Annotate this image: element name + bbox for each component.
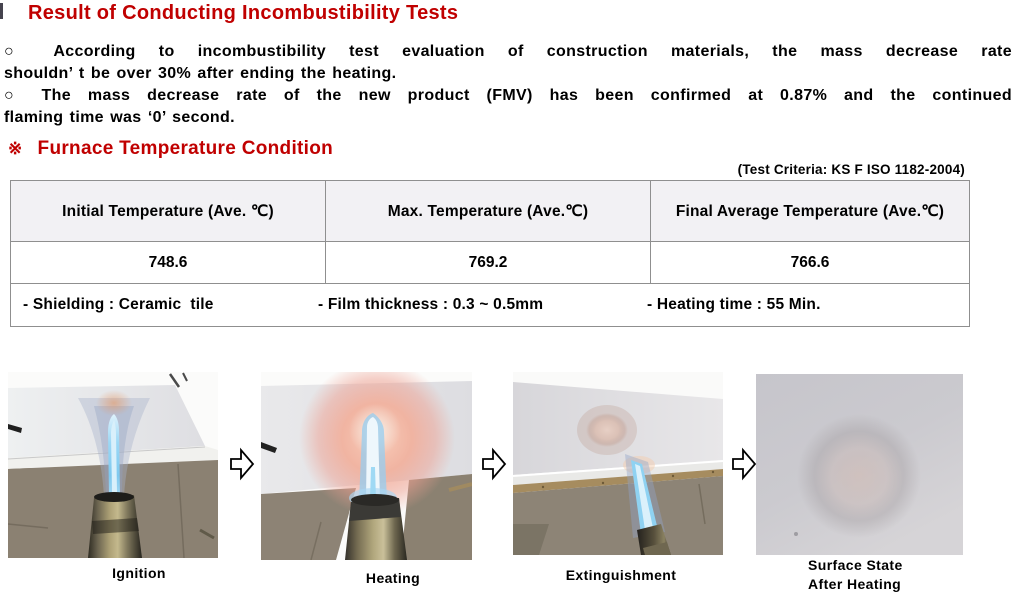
photo-ignition (8, 372, 218, 558)
heating-photo-graphic (261, 372, 472, 560)
table-value-row: 748.6 769.2 766.6 (10, 241, 970, 284)
furnace-condition-heading-text: Furnace Temperature Condition (37, 138, 334, 159)
temperature-table: Initial Temperature (Ave. ℃) Max. Temper… (10, 180, 970, 327)
summary-line: flaming time was ‘0’ second. (4, 109, 235, 126)
title-bullet-mark (0, 3, 3, 19)
shielding-condition: - Shielding : Ceramic tile (23, 296, 214, 313)
header-final-average-temperature: Final Average Temperature (Ave.℃) (650, 180, 970, 242)
max-temperature-value: 769.2 (325, 241, 651, 284)
film-thickness-condition: - Film thickness : 0.3 ~ 0.5mm (318, 296, 544, 313)
photo-surface-after-heating (756, 374, 963, 555)
final-average-temperature-value: 766.6 (650, 241, 970, 284)
test-conditions-cell: - Shielding : Ceramic tile - Film thickn… (10, 283, 970, 327)
step-label-ignition: Ignition (112, 565, 166, 581)
furnace-condition-heading: ※ Furnace Temperature Condition (8, 138, 333, 160)
reference-mark-icon: ※ (8, 139, 23, 158)
header-max-temperature: Max. Temperature (Ave.℃) (325, 180, 651, 242)
page-title: Result of Conducting Incombustibility Te… (28, 2, 459, 24)
ignition-photo-graphic (8, 372, 218, 558)
initial-temperature-value: 748.6 (10, 241, 326, 284)
surface-photo-graphic (756, 374, 963, 555)
table-footer-row: - Shielding : Ceramic tile - Film thickn… (10, 283, 970, 327)
heating-time-condition: - Heating time : 55 Min. (647, 296, 821, 313)
arrow-right-icon (732, 447, 757, 481)
summary-text: ○ According to incombustibility test eva… (4, 41, 1012, 129)
summary-line: ○ The mass decrease rate of the new prod… (4, 87, 1012, 104)
summary-line: shouldn’ t be over 30% after ending the … (4, 65, 397, 82)
arrow-right-icon (230, 447, 255, 481)
test-criteria: (Test Criteria: KS F ISO 1182-2004) (737, 162, 965, 177)
photo-extinguishment (513, 372, 723, 555)
summary-line: ○ According to incombustibility test eva… (4, 43, 1012, 60)
extinguishment-photo-graphic (513, 372, 723, 555)
arrow-right-icon (482, 447, 507, 481)
photo-heating (261, 372, 472, 560)
table-header-row: Initial Temperature (Ave. ℃) Max. Temper… (10, 180, 970, 242)
step-label-heating: Heating (365, 570, 421, 586)
step-label-extinguishment: Extinguishment (565, 567, 677, 583)
header-initial-temperature: Initial Temperature (Ave. ℃) (10, 180, 326, 242)
step-label-surface-state: Surface State After Heating (808, 557, 903, 592)
